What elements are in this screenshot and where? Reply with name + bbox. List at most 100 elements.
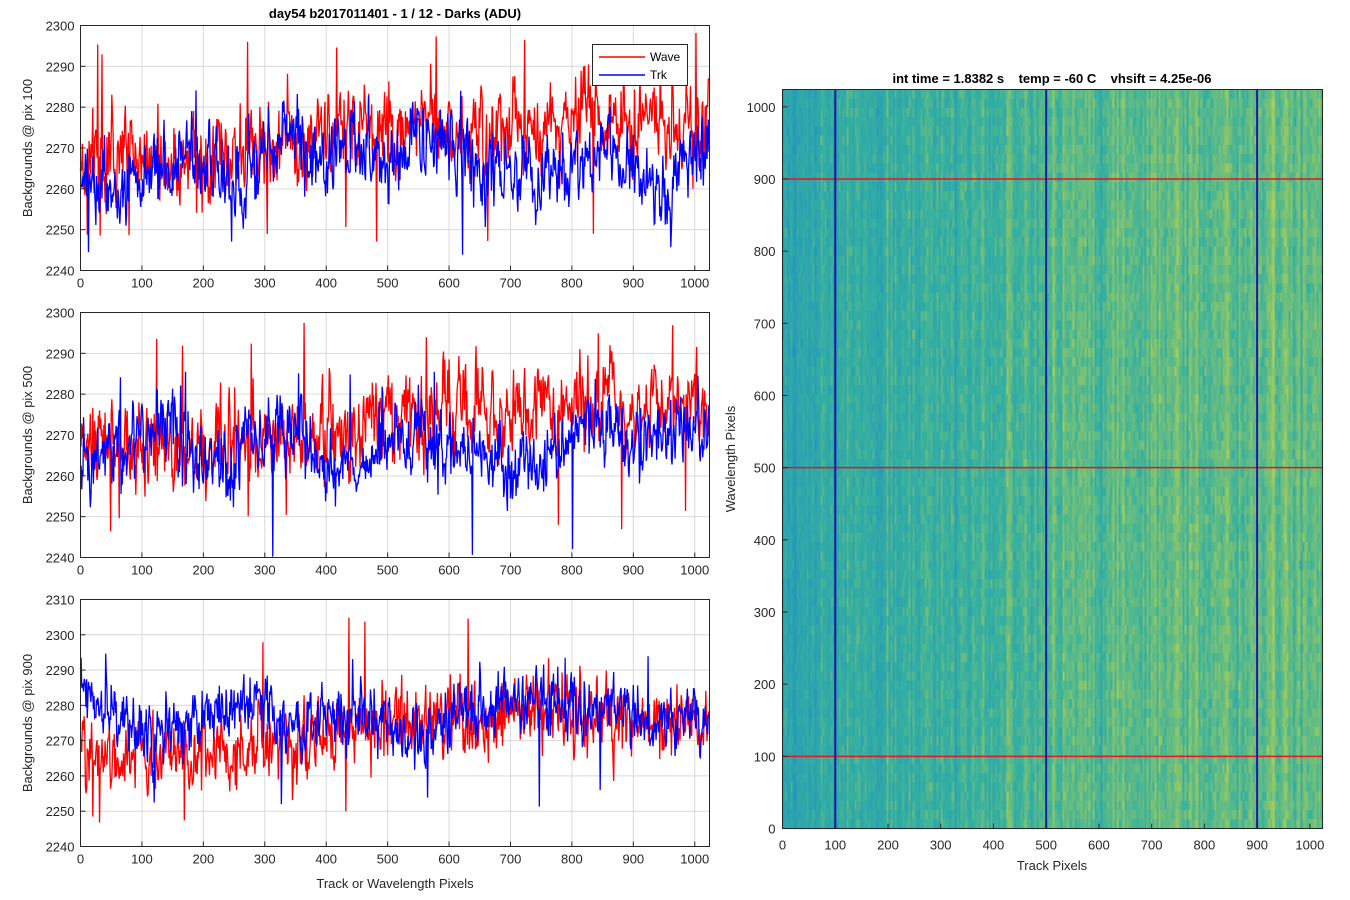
heatmap-cell [872, 191, 876, 201]
heatmap-cell [870, 579, 874, 589]
heatmap-cell [888, 800, 892, 811]
heatmap-cell [822, 782, 826, 793]
heatmap-cell [890, 671, 894, 682]
heatmap-cell [886, 763, 890, 774]
heatmap-cell [794, 597, 798, 608]
heatmap-cell [838, 449, 842, 460]
heatmap-cell [844, 191, 848, 201]
heatmap-cell [816, 126, 820, 137]
heatmap-cell [846, 819, 850, 830]
heatmap-cell [854, 477, 858, 488]
heatmap-cell [888, 745, 892, 756]
heatmap-cell [880, 154, 884, 164]
heatmap-cell [782, 569, 786, 580]
heatmap-cell [788, 773, 792, 783]
heatmap-cell [790, 255, 794, 266]
heatmap-cell [796, 154, 800, 164]
heatmap-cell [882, 763, 886, 774]
heatmap-cell [856, 652, 860, 663]
heatmap-cell [840, 89, 844, 100]
heatmap-cell [788, 301, 792, 312]
heatmap-cell [848, 366, 852, 377]
heatmap-cell [806, 652, 810, 663]
heatmap-cell [832, 588, 836, 599]
heatmap-cell [830, 403, 834, 414]
heatmap-cell [804, 218, 808, 229]
heatmap-cell [878, 117, 882, 128]
heatmap-cell [782, 634, 786, 645]
heatmap-cell [896, 228, 900, 238]
heatmap-cell [824, 403, 828, 414]
heatmap-cell [836, 773, 840, 783]
heatmap-cell [818, 191, 822, 201]
heatmap-cell [840, 773, 844, 783]
heatmap-cell [880, 532, 884, 543]
heatmap-cell [894, 708, 898, 719]
heatmap-cell [832, 422, 836, 432]
heatmap-cell [786, 791, 790, 802]
heatmap-cell [796, 237, 800, 248]
heatmap-cell [804, 523, 808, 534]
heatmap-cell [864, 634, 868, 645]
heatmap-cell [830, 181, 834, 192]
heatmap-cell [832, 726, 836, 737]
heatmap-cell [804, 385, 808, 395]
heatmap-cell [856, 191, 860, 201]
heatmap-cell [898, 265, 902, 275]
heatmap-cell [784, 422, 788, 432]
heatmap-cell [848, 597, 852, 608]
heatmap-cell [794, 616, 798, 626]
heatmap-cell [826, 495, 830, 506]
heatmap-cell [882, 311, 886, 322]
heatmap-cell [812, 560, 816, 571]
heatmap-cell [886, 265, 890, 275]
heatmap-cell [856, 689, 860, 700]
heatmap-cell [810, 662, 814, 673]
heatmap-cell [872, 662, 876, 673]
heatmap-cell [850, 126, 854, 137]
heatmap-cell [864, 800, 868, 811]
heatmap-cell [868, 329, 872, 340]
heatmap-cell [800, 819, 804, 830]
heatmap-cell [802, 126, 806, 137]
heatmap-cell [832, 662, 836, 673]
heatmap-cell [804, 394, 808, 405]
heatmap-cell [838, 726, 842, 737]
heatmap-cell [804, 163, 808, 174]
heatmap-cell [854, 412, 858, 423]
heatmap-cell [820, 357, 824, 368]
heatmap-cell [848, 708, 852, 719]
heatmap-cell [782, 791, 786, 802]
x-tick-label: 600 [438, 852, 460, 867]
heatmap-cell [884, 431, 888, 442]
heatmap-cell [884, 468, 888, 479]
heatmap-cell [860, 810, 864, 820]
heatmap-cell [850, 181, 854, 192]
heatmap-cell [880, 200, 884, 211]
heatmap-cell [824, 782, 828, 793]
heatmap-cell [788, 357, 792, 368]
heatmap-cell [862, 135, 866, 146]
heatmap-cell [810, 477, 814, 488]
heatmap-cell [880, 89, 884, 100]
heatmap-cell [848, 163, 852, 174]
heatmap-cell [894, 292, 898, 303]
heatmap-cell [822, 634, 826, 645]
heatmap-cell [790, 477, 794, 488]
heatmap-cell [786, 209, 790, 220]
heatmap-cell [896, 791, 900, 802]
heatmap-cell [842, 200, 846, 211]
heatmap-cell [854, 773, 858, 783]
heatmap-cell [826, 569, 830, 580]
heatmap-cell [876, 255, 880, 266]
heatmap-cell [898, 191, 902, 201]
heatmap-cell [858, 385, 862, 395]
heatmap-cell [868, 292, 872, 303]
heatmap-cell [874, 422, 878, 432]
heatmap-cell [782, 126, 786, 137]
heatmap-cell [852, 209, 856, 220]
heatmap-cell [788, 255, 792, 266]
heatmap-cell [854, 292, 858, 303]
heatmap-cell [874, 172, 878, 183]
heatmap-cell [892, 292, 896, 303]
